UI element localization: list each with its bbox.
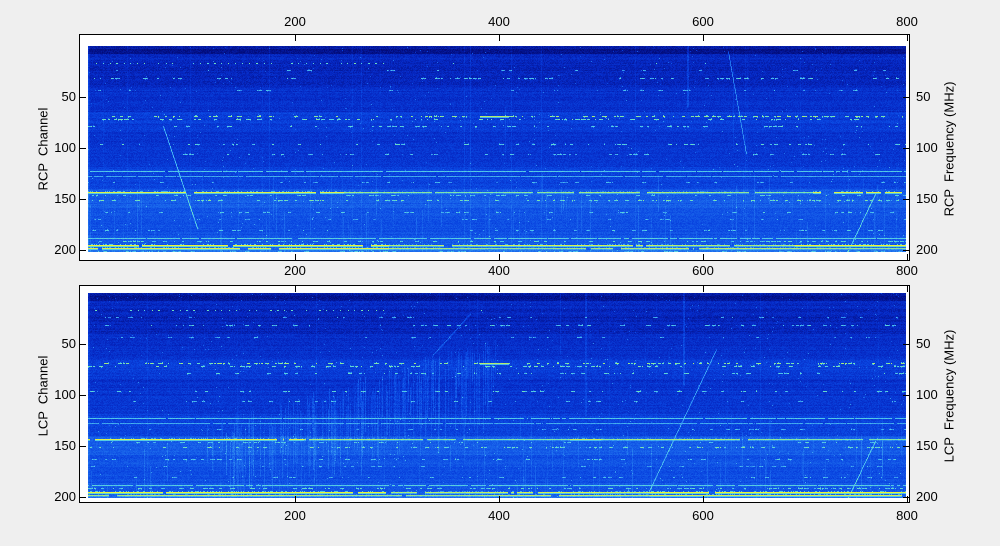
- tick-mark: [80, 395, 86, 396]
- tick-mark: [903, 497, 909, 498]
- tick-mark: [703, 286, 704, 292]
- y-tick-label-left: 200: [54, 489, 76, 504]
- tick-mark: [295, 35, 296, 41]
- tick-mark: [499, 254, 500, 260]
- tick-mark: [499, 496, 500, 502]
- y-tick-label-left: 100: [54, 140, 76, 155]
- x-tick-label: 800: [896, 508, 918, 523]
- tick-mark: [903, 344, 909, 345]
- tick-mark: [903, 199, 909, 200]
- tick-mark: [80, 344, 86, 345]
- tick-mark: [80, 446, 86, 447]
- tick-mark: [907, 496, 908, 502]
- y-tick-label-right: 200: [916, 242, 938, 257]
- tick-mark: [295, 286, 296, 292]
- tick-mark: [80, 148, 86, 149]
- y-tick-label-right: 150: [916, 438, 938, 453]
- x-tick-label: 800: [896, 263, 918, 278]
- tick-mark: [295, 254, 296, 260]
- tick-mark: [903, 446, 909, 447]
- y-tick-label-right: 200: [916, 489, 938, 504]
- x-tick-label: 200: [284, 14, 306, 29]
- y-tick-label-left: 200: [54, 242, 76, 257]
- tick-mark: [499, 35, 500, 41]
- x-tick-label: 400: [488, 14, 510, 29]
- tick-mark: [903, 97, 909, 98]
- y-tick-label-right: 100: [916, 140, 938, 155]
- y-tick-label-right: 50: [916, 89, 931, 104]
- tick-mark: [703, 35, 704, 41]
- x-tick-label: 600: [692, 508, 714, 523]
- tick-mark: [80, 97, 86, 98]
- x-tick-label: 600: [692, 14, 714, 29]
- y-tick-label-right: 150: [916, 191, 938, 206]
- tick-mark: [703, 254, 704, 260]
- x-tick-label: 600: [692, 263, 714, 278]
- x-tick-label: 400: [488, 263, 510, 278]
- x-tick-label: 200: [284, 508, 306, 523]
- tick-mark: [903, 148, 909, 149]
- tick-mark: [80, 250, 86, 251]
- tick-mark: [80, 497, 86, 498]
- tick-mark: [907, 286, 908, 292]
- x-tick-label: 200: [284, 263, 306, 278]
- y-tick-label-left: 150: [54, 191, 76, 206]
- x-tick-label: 400: [488, 508, 510, 523]
- tick-mark: [907, 35, 908, 41]
- tick-mark: [907, 254, 908, 260]
- y-tick-label-left: 150: [54, 438, 76, 453]
- y-tick-label-left: 100: [54, 387, 76, 402]
- lcp-spectrogram[interactable]: [88, 293, 906, 498]
- rcp-spectrogram[interactable]: [88, 46, 906, 252]
- tick-mark: [80, 199, 86, 200]
- tick-mark: [903, 395, 909, 396]
- tick-mark: [295, 496, 296, 502]
- y-tick-label-left: 50: [61, 336, 76, 351]
- y-tick-label-left: 50: [61, 89, 76, 104]
- tick-mark: [703, 496, 704, 502]
- tick-mark: [499, 286, 500, 292]
- y-tick-label-right: 100: [916, 387, 938, 402]
- tick-mark: [903, 250, 909, 251]
- x-tick-label: 800: [896, 14, 918, 29]
- y-tick-label-right: 50: [916, 336, 931, 351]
